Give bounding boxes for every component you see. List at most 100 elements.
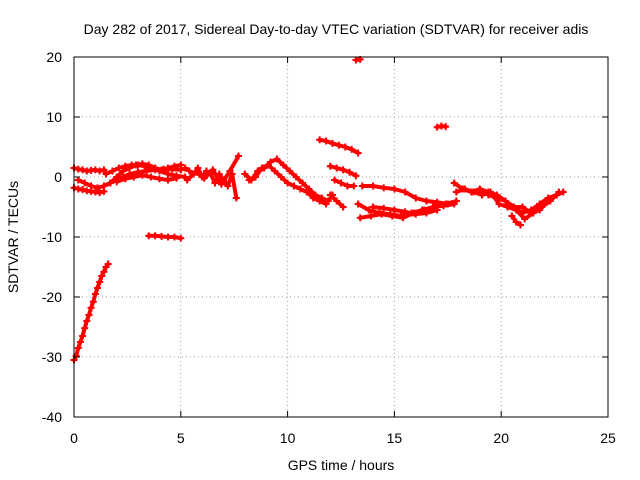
data-point bbox=[89, 298, 97, 306]
data-point bbox=[442, 200, 450, 208]
data-point bbox=[106, 179, 114, 187]
data-point bbox=[484, 188, 492, 196]
data-point bbox=[326, 191, 334, 199]
data-point bbox=[358, 182, 366, 190]
data-point bbox=[452, 197, 460, 205]
x-tick-label: 10 bbox=[280, 430, 296, 446]
data-point bbox=[341, 143, 349, 151]
data-points bbox=[70, 55, 567, 364]
data-point bbox=[185, 167, 193, 175]
data-point bbox=[356, 214, 364, 222]
data-point bbox=[128, 161, 136, 169]
data-point bbox=[284, 179, 292, 187]
y-axis-label: SDTVAR / TECUs bbox=[5, 181, 21, 293]
data-point bbox=[271, 167, 279, 175]
data-point bbox=[343, 182, 351, 190]
data-point bbox=[83, 317, 91, 325]
data-point bbox=[390, 185, 398, 193]
y-tick-label: 0 bbox=[54, 169, 62, 185]
data-point bbox=[134, 161, 142, 169]
y-tick-label: 10 bbox=[46, 109, 62, 125]
data-point bbox=[121, 175, 129, 183]
x-tick-label: 20 bbox=[493, 430, 509, 446]
data-point bbox=[476, 185, 484, 193]
data-point bbox=[296, 185, 304, 193]
data-point bbox=[194, 164, 202, 172]
data-point bbox=[346, 168, 354, 176]
data-point bbox=[98, 272, 106, 280]
data-point bbox=[104, 260, 112, 268]
data-point bbox=[469, 188, 477, 196]
data-point bbox=[130, 173, 138, 181]
data-point bbox=[286, 167, 294, 175]
data-point bbox=[478, 191, 486, 199]
data-point bbox=[322, 137, 330, 145]
data-point bbox=[401, 208, 409, 216]
data-point bbox=[277, 173, 285, 181]
data-point bbox=[155, 167, 163, 175]
data-point bbox=[79, 166, 87, 174]
data-point bbox=[354, 149, 362, 157]
x-tick-label: 5 bbox=[177, 430, 185, 446]
data-point bbox=[264, 161, 272, 169]
data-point bbox=[224, 182, 232, 190]
data-point bbox=[501, 197, 509, 205]
data-point bbox=[164, 233, 172, 241]
data-point bbox=[365, 206, 373, 214]
data-point bbox=[352, 172, 360, 180]
data-point bbox=[93, 284, 101, 292]
data-point bbox=[164, 176, 172, 184]
data-point bbox=[170, 233, 178, 241]
x-axis-label: GPS time / hours bbox=[288, 457, 395, 473]
data-point bbox=[217, 180, 225, 188]
data-point bbox=[102, 170, 110, 178]
data-point bbox=[536, 206, 544, 214]
x-tick-label: 25 bbox=[600, 430, 616, 446]
data-point bbox=[100, 268, 108, 276]
data-point bbox=[326, 162, 334, 170]
data-point bbox=[299, 179, 307, 187]
data-point bbox=[158, 232, 166, 240]
data-point bbox=[226, 167, 234, 175]
data-point bbox=[91, 290, 99, 298]
data-point bbox=[181, 164, 189, 172]
data-point bbox=[367, 212, 375, 220]
data-point bbox=[401, 188, 409, 196]
data-point bbox=[100, 166, 108, 174]
data-point bbox=[147, 173, 155, 181]
data-point bbox=[380, 204, 388, 212]
data-point bbox=[209, 166, 217, 174]
data-point bbox=[521, 215, 529, 223]
x-tick-label: 0 bbox=[70, 430, 78, 446]
data-point bbox=[333, 197, 341, 205]
data-point bbox=[512, 218, 520, 226]
data-point bbox=[309, 194, 317, 202]
data-point bbox=[108, 167, 116, 175]
data-point bbox=[85, 311, 93, 319]
data-point bbox=[183, 176, 191, 184]
data-point bbox=[211, 179, 219, 187]
chart-title: Day 282 of 2017, Sidereal Day-to-day VTE… bbox=[84, 21, 589, 37]
data-point bbox=[74, 176, 82, 184]
axis-ticks bbox=[73, 56, 609, 418]
data-point bbox=[74, 344, 82, 352]
data-point bbox=[422, 209, 430, 217]
data-point bbox=[399, 214, 407, 222]
data-point bbox=[155, 175, 163, 183]
data-point bbox=[93, 184, 101, 192]
data-point bbox=[461, 185, 469, 193]
data-point bbox=[333, 164, 341, 172]
data-point bbox=[442, 123, 450, 131]
data-point bbox=[91, 166, 99, 174]
data-point bbox=[339, 166, 347, 174]
data-point bbox=[164, 164, 172, 172]
y-tick-label: 20 bbox=[46, 49, 62, 65]
data-point bbox=[328, 139, 336, 147]
data-point bbox=[241, 170, 249, 178]
data-point bbox=[76, 338, 84, 346]
data-point bbox=[96, 278, 104, 286]
data-point bbox=[96, 167, 104, 175]
x-tick-label: 15 bbox=[387, 430, 403, 446]
data-point bbox=[412, 210, 420, 218]
